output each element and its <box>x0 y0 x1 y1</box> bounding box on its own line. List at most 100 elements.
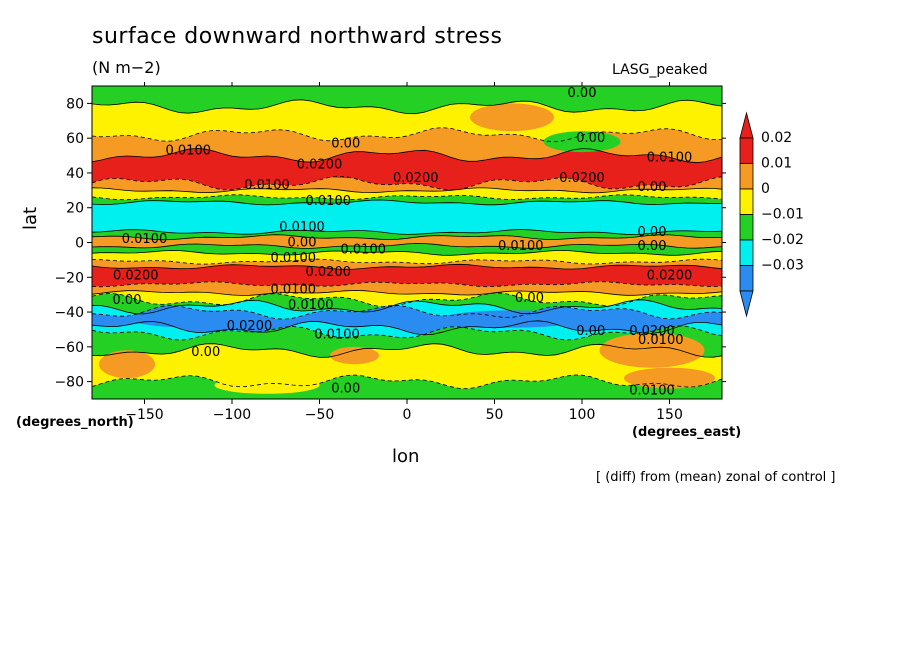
contour-line <box>92 343 722 358</box>
patch-green <box>543 131 621 153</box>
chart-units: (N m−2) <box>92 58 161 77</box>
band-green <box>92 243 722 256</box>
contour-label: 0.0100 <box>498 239 544 254</box>
contour-label: 0.0200 <box>113 269 159 284</box>
contour-line <box>92 127 722 143</box>
band-green <box>92 86 722 114</box>
contour-line <box>92 199 722 206</box>
contour-line <box>92 234 722 241</box>
contour-line <box>92 147 722 164</box>
contour-line <box>92 243 722 249</box>
colorbar-bin-orange <box>739 163 754 190</box>
contour-line <box>92 99 722 115</box>
x-tick-label: 100 <box>569 407 596 423</box>
contour-label: 0.00 <box>638 239 667 254</box>
colorbar-label: −0.01 <box>761 207 804 223</box>
contour-line <box>92 325 722 341</box>
y-axis-units: (degrees_north) <box>16 415 134 430</box>
contour-label: 0.0100 <box>271 251 317 266</box>
contour-label: 0.00 <box>288 236 317 251</box>
band-yellow <box>92 99 722 142</box>
colorbar-label: 0.01 <box>761 156 792 172</box>
x-tick-label: 0 <box>403 407 412 423</box>
patch-yellow <box>214 376 320 394</box>
contour-line <box>92 187 722 194</box>
colorbar-label: 0 <box>761 181 770 197</box>
patch-orange <box>599 332 705 368</box>
contour-label: 0.0100 <box>279 220 325 235</box>
x-tick-label: −100 <box>213 407 251 423</box>
x-tick-label: −150 <box>125 407 163 423</box>
contour-label: 0.00 <box>191 345 220 360</box>
patch-orange <box>330 346 379 365</box>
y-tick-label: 40 <box>66 166 84 182</box>
contour-label: 0.0100 <box>122 232 168 247</box>
colorbar-bin-yellow <box>739 188 754 215</box>
band-cyan <box>92 320 722 341</box>
contour-line <box>92 249 722 256</box>
contour-label: 0.00 <box>568 86 597 101</box>
contour-label: 0.00 <box>113 293 142 308</box>
y-tick-label: −80 <box>54 375 84 391</box>
contour-label: 0.0200 <box>297 157 343 172</box>
patch-red <box>298 160 411 179</box>
contour-line <box>92 263 722 270</box>
contour-line <box>92 374 722 390</box>
contour-label: 0.0200 <box>393 171 439 186</box>
y-tick-label: 80 <box>66 96 84 112</box>
contour-label: 0.0100 <box>271 282 317 297</box>
contour-line <box>92 194 722 201</box>
colorbar-bin-green <box>739 214 754 241</box>
contour-label: 0.0200 <box>559 171 605 186</box>
contour-label: 0.0200 <box>227 319 273 334</box>
contour-label: 0.0100 <box>629 383 675 398</box>
colorbar-bin-cyan <box>739 239 754 266</box>
contour-label: 0.0100 <box>306 194 352 209</box>
colorbar-bottom-arrow <box>739 290 754 318</box>
band-yellow <box>92 290 722 307</box>
y-tick-label: −60 <box>54 340 84 356</box>
y-axis: 80 60 40 20 0 −20 −40 −60 −80 <box>54 96 726 391</box>
y-tick-label: 0 <box>75 236 84 252</box>
colorbar-label: −0.03 <box>761 258 804 274</box>
contour-label: 0.0100 <box>244 178 290 193</box>
model-label: LASG_peaked <box>612 62 708 78</box>
colorbar: 0.02 0.01 0 −0.01 −0.02 −0.03 <box>739 111 804 318</box>
contour-label: 0.0200 <box>306 265 352 280</box>
x-axis: −150 −100 −50 0 50 100 150 <box>125 82 683 423</box>
patch-red <box>617 160 722 179</box>
contour-label: 0.0100 <box>166 143 212 158</box>
band-red <box>92 264 722 287</box>
x-axis-label: lon <box>392 446 420 467</box>
band-cyan <box>92 299 722 320</box>
contour-line <box>92 299 722 315</box>
contour-line <box>92 304 722 320</box>
chart-title: surface downward northward stress <box>92 24 503 49</box>
patch-blue <box>442 310 582 328</box>
patch-cyan <box>372 225 512 233</box>
x-tick-label: 50 <box>486 407 504 423</box>
y-tick-label: 60 <box>66 131 84 147</box>
contour-label: 0.00 <box>576 131 605 146</box>
band-green <box>92 194 722 205</box>
contour-label: 0.0100 <box>288 298 334 313</box>
contour-lines <box>92 99 722 390</box>
contour-line <box>92 320 722 336</box>
footnote: [ (diff) from (mean) zonal of control ] <box>596 470 836 485</box>
contour-line <box>92 175 722 191</box>
x-axis-units: (degrees_east) <box>632 425 742 440</box>
contour-label: 0.00 <box>576 324 605 339</box>
colorbar-bin-red <box>739 137 754 164</box>
contour-label: 0.0200 <box>647 269 693 284</box>
colorbar-label: 0.02 <box>761 130 792 146</box>
contour-label: 0.0100 <box>341 242 387 257</box>
colorbar-bin-blue <box>739 265 754 292</box>
band-yellow <box>92 187 722 200</box>
band-orange <box>92 127 722 163</box>
contour-label: 0.0100 <box>314 328 360 343</box>
x-tick-label: 150 <box>656 407 683 423</box>
patch-orange <box>99 350 155 379</box>
contour-label: 0.00 <box>638 180 667 195</box>
contour-line <box>92 290 722 296</box>
contour-label: 0.00 <box>331 136 360 151</box>
